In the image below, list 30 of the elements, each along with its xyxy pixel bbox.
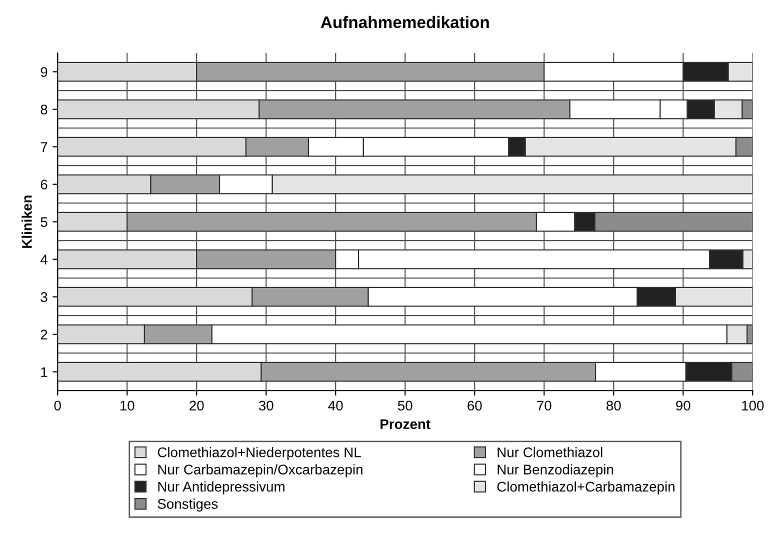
x-tick-label: 60 bbox=[468, 400, 482, 411]
x-tick-label: 70 bbox=[537, 400, 552, 411]
y-tick-label: 9 bbox=[40, 67, 48, 77]
y-tick-label: 5 bbox=[40, 217, 48, 227]
x-tick-label: 80 bbox=[606, 400, 621, 411]
y-tick-label: 2 bbox=[40, 330, 48, 340]
legend-label: Clomethiazol+Niederpotentes NL bbox=[158, 447, 361, 460]
x-tick-label: 50 bbox=[398, 400, 412, 411]
y-tick-label: 4 bbox=[40, 254, 48, 264]
legend-label: Nur Clomethiazol bbox=[498, 447, 602, 458]
y-tick-label: 1 bbox=[41, 367, 48, 377]
x-tick-label: 40 bbox=[328, 400, 343, 411]
legend-label: Clomethiazol+Carbamazepin bbox=[497, 481, 674, 494]
x-tick-label: 100 bbox=[742, 400, 764, 411]
x-tick-label: 30 bbox=[258, 400, 274, 411]
x-tick-label: 10 bbox=[120, 400, 134, 411]
legend-label: Nur Benzodiazepin bbox=[498, 464, 614, 478]
y-tick-label: 7 bbox=[40, 142, 48, 152]
y-tick-label: 6 bbox=[40, 180, 48, 190]
x-tick-label: 0 bbox=[54, 400, 61, 411]
y-axis-title: Kliniken bbox=[22, 196, 32, 248]
x-tick-label: 20 bbox=[190, 400, 204, 411]
chart-title: Aufnahmemedikation bbox=[320, 16, 489, 28]
y-tick-label: 3 bbox=[40, 292, 48, 302]
legend-label: Sonstiges bbox=[158, 498, 218, 512]
legend-label: Nur Antidepressivum bbox=[158, 481, 284, 494]
x-axis-title: Prozent bbox=[380, 419, 430, 430]
x-tick-label: 90 bbox=[676, 400, 690, 411]
y-tick-label: 8 bbox=[40, 104, 48, 114]
legend-label: Nur Carbamazepin/Oxcarbazepin bbox=[158, 464, 362, 478]
